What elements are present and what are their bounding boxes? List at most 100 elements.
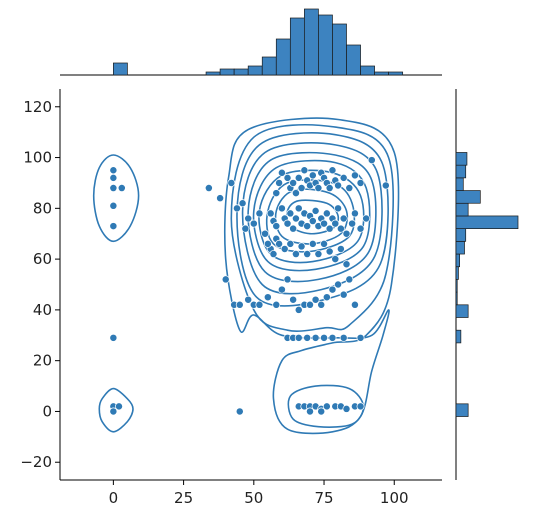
data-point bbox=[356, 224, 365, 233]
data-point bbox=[320, 219, 328, 228]
data-point bbox=[311, 206, 320, 215]
x-hist-bar bbox=[261, 56, 277, 76]
data-point bbox=[109, 184, 118, 192]
data-point bbox=[342, 404, 351, 413]
data-point bbox=[336, 224, 345, 233]
data-point bbox=[350, 300, 359, 309]
data-point bbox=[109, 201, 118, 210]
data-point bbox=[283, 219, 292, 228]
data-point bbox=[308, 217, 317, 225]
data-point bbox=[350, 209, 359, 218]
data-point bbox=[348, 219, 357, 228]
data-point bbox=[289, 224, 298, 233]
x-hist-bar bbox=[247, 65, 263, 76]
data-point bbox=[325, 247, 334, 256]
x-hist-bar bbox=[219, 68, 235, 76]
y-hist-bar bbox=[455, 253, 460, 268]
x-hist-bar bbox=[289, 17, 305, 76]
data-point bbox=[261, 229, 269, 238]
data-point bbox=[277, 204, 286, 213]
data-point bbox=[314, 184, 323, 192]
kde-contour-11 bbox=[92, 154, 140, 243]
data-point bbox=[336, 245, 345, 253]
data-point bbox=[283, 275, 292, 284]
data-point bbox=[286, 209, 295, 218]
data-point bbox=[275, 178, 284, 187]
data-point bbox=[303, 250, 312, 258]
data-point bbox=[280, 245, 289, 253]
data-point bbox=[356, 178, 365, 187]
y-tick-label: 40 bbox=[33, 301, 52, 319]
data-point bbox=[300, 166, 309, 175]
x-hist-bar bbox=[205, 71, 221, 76]
data-point bbox=[241, 224, 250, 233]
data-point bbox=[291, 250, 300, 258]
data-point bbox=[328, 285, 337, 294]
data-point bbox=[233, 204, 241, 213]
data-point bbox=[322, 402, 331, 411]
data-point bbox=[334, 280, 343, 289]
y-hist-bar bbox=[455, 403, 469, 417]
data-point bbox=[216, 194, 225, 203]
data-point bbox=[244, 214, 253, 223]
data-point bbox=[286, 239, 295, 248]
y-tick-label: −20 bbox=[20, 453, 52, 471]
x-hist-bar bbox=[113, 62, 128, 76]
y-marginal-histogram bbox=[455, 89, 519, 480]
data-point bbox=[294, 204, 303, 213]
y-hist-bar bbox=[455, 215, 519, 229]
data-point bbox=[345, 275, 354, 284]
data-point bbox=[291, 189, 300, 198]
data-point bbox=[275, 239, 284, 248]
data-point bbox=[263, 239, 272, 248]
x-hist-bar bbox=[374, 71, 389, 76]
x-tick-label: 50 bbox=[244, 489, 263, 507]
data-point bbox=[317, 407, 326, 416]
y-tick-label: 80 bbox=[33, 199, 52, 217]
data-point bbox=[297, 242, 306, 251]
data-point bbox=[277, 168, 286, 177]
data-point bbox=[331, 219, 340, 228]
kde-contour-4 bbox=[252, 159, 371, 272]
data-point bbox=[303, 222, 312, 231]
data-point bbox=[381, 181, 390, 190]
y-hist-bar bbox=[455, 177, 464, 191]
data-point bbox=[334, 204, 343, 213]
y-tick-label: 20 bbox=[33, 352, 52, 370]
data-point bbox=[117, 184, 126, 192]
data-point bbox=[297, 184, 306, 192]
data-point bbox=[342, 260, 351, 269]
x-tick-label: 0 bbox=[109, 489, 119, 507]
kde-contour-1 bbox=[274, 188, 349, 245]
data-point bbox=[272, 222, 281, 231]
data-point bbox=[303, 333, 312, 342]
y-tick-label: 0 bbox=[42, 402, 52, 420]
x-tick-label: 75 bbox=[314, 489, 333, 507]
y-hist-bar bbox=[455, 240, 465, 255]
data-point bbox=[322, 209, 331, 218]
data-point bbox=[235, 407, 244, 416]
data-point bbox=[221, 275, 230, 284]
data-point bbox=[345, 184, 354, 192]
data-point bbox=[255, 209, 264, 218]
data-point bbox=[289, 295, 298, 304]
data-point bbox=[356, 333, 365, 342]
data-point bbox=[339, 214, 348, 223]
data-point bbox=[367, 156, 376, 165]
y-hist-bar bbox=[455, 152, 468, 166]
data-point bbox=[109, 166, 118, 175]
x-hist-bar bbox=[233, 68, 249, 76]
y-tick-label: 120 bbox=[23, 98, 52, 116]
y-hist-bar bbox=[455, 190, 481, 204]
data-point bbox=[320, 333, 328, 342]
data-point bbox=[263, 293, 272, 302]
y-hist-bar bbox=[455, 228, 467, 242]
x-hist-bar bbox=[318, 14, 333, 76]
data-point bbox=[325, 224, 334, 233]
data-point bbox=[227, 178, 236, 187]
data-point bbox=[289, 178, 298, 187]
data-point bbox=[249, 219, 258, 228]
data-point bbox=[115, 402, 123, 411]
data-point bbox=[350, 171, 359, 180]
data-point bbox=[306, 407, 314, 416]
